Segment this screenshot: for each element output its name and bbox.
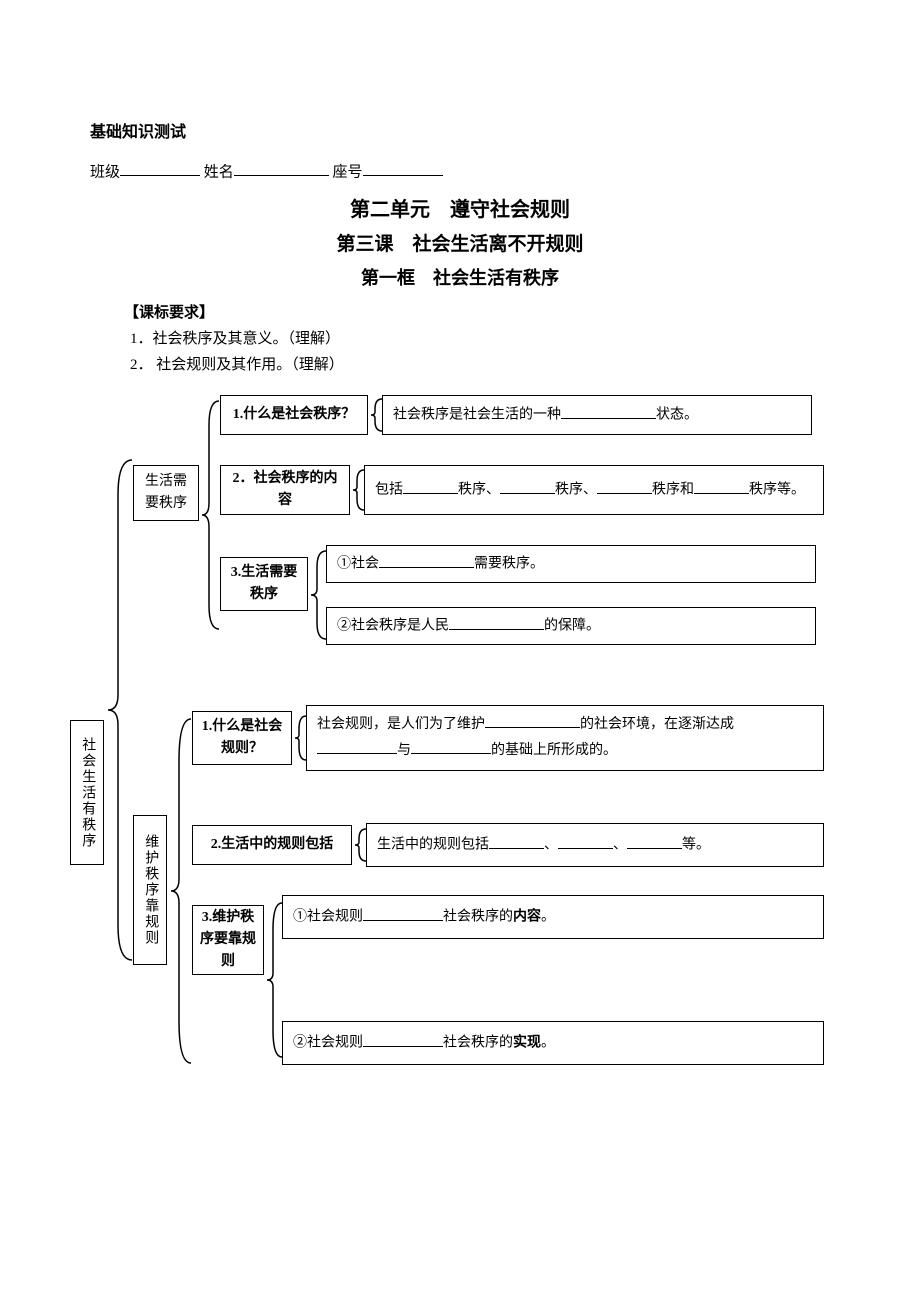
test-title: 基础知识测试 — [90, 120, 830, 146]
s2-q3-a2a: ②社会规则 — [293, 1036, 363, 1051]
s2-q3-a1c: 内容 — [513, 910, 541, 925]
blank[interactable] — [363, 1031, 443, 1046]
unit-title: 第二单元 遵守社会规则 — [90, 194, 830, 226]
brace-s1-q3 — [308, 545, 326, 645]
s1-q1-b: 状态。 — [656, 408, 698, 423]
s2-q3-answer1: ①社会规则 社会秩序的内容。 — [282, 895, 824, 939]
section2-node: 维护秩序靠规则 — [133, 815, 167, 965]
s1-q3-a2b: 的保障。 — [544, 619, 600, 634]
blank[interactable] — [597, 478, 652, 493]
root-node: 社会生活有秩序 — [70, 720, 104, 865]
blank[interactable] — [627, 833, 682, 848]
requirement-item: 1．社会秩序及其意义。（理解） — [130, 327, 830, 351]
frame-title: 第一框 社会生活有秩序 — [90, 264, 830, 293]
lesson-title: 第三课 社会生活离不开规则 — [90, 230, 830, 260]
s1-q1-a: 社会秩序是社会生活的一种 — [393, 408, 561, 423]
class-blank[interactable] — [120, 160, 200, 177]
brace-root — [104, 455, 132, 965]
blank[interactable] — [485, 712, 580, 727]
s2-q1-title-text: 1.什么是社会规则？ — [199, 716, 285, 761]
s2-q3-a1a: ①社会规则 — [293, 910, 363, 925]
s2-q1-a: 社会规则，是人们为了维护 — [317, 717, 485, 732]
blank[interactable] — [489, 833, 544, 848]
brace-section2 — [167, 711, 191, 1071]
s1-q1-answer: 社会秩序是社会生活的一种 状态。 — [382, 395, 812, 435]
s2-q2-title: 2.生活中的规则包括 — [192, 825, 352, 865]
name-label: 姓名 — [204, 164, 234, 180]
s2-q3-a2d: 。 — [541, 1036, 555, 1051]
root-label: 社会生活有秩序 — [76, 737, 98, 849]
s1-q2-c: 秩序、 — [555, 483, 597, 498]
s1-q1-title: 1.什么是社会秩序？ — [220, 395, 368, 435]
s1-q3-answer1: ①社会 需要秩序。 — [326, 545, 816, 583]
s2-q3-title: 3.维护秩序要靠规则 — [192, 905, 264, 975]
requirements-list: 1．社会秩序及其意义。（理解） 2． 社会规则及其作用。（理解） — [90, 327, 830, 377]
brace-s2-q2 — [352, 825, 366, 865]
s2-q3-title-text: 3.维护秩序要靠规则 — [199, 907, 257, 974]
s2-q2-c: 、 — [613, 838, 627, 853]
blank[interactable] — [403, 478, 458, 493]
s2-q2-b: 、 — [544, 838, 558, 853]
s1-q2-title-text: 2．社会秩序的内容 — [227, 468, 343, 513]
s2-q2-title-text: 2.生活中的规则包括 — [211, 834, 334, 856]
requirements-heading: 【课标要求】 — [90, 301, 830, 325]
s2-q3-a1d: 。 — [541, 910, 555, 925]
blank[interactable] — [379, 552, 474, 567]
blank[interactable] — [363, 905, 443, 920]
s1-q3-title-text: 3.生活需要秩序 — [227, 562, 301, 607]
s2-q3-a1b: 社会秩序的 — [443, 910, 513, 925]
brace-s1-q2 — [350, 465, 364, 515]
name-blank[interactable] — [234, 160, 329, 177]
section1-node: 生活需要秩序 — [133, 465, 199, 521]
blank[interactable] — [558, 833, 613, 848]
s1-q1-title-text: 1.什么是社会秩序？ — [233, 404, 356, 426]
section2-label: 维护秩序靠规则 — [139, 834, 161, 946]
s2-q1-b: 的社会环境，在逐渐达成 — [580, 717, 734, 732]
s2-q3-a2c: 实现 — [513, 1036, 541, 1051]
s2-q1-c: 与 — [397, 743, 411, 758]
brace-s2-q3 — [264, 895, 282, 1065]
brace-s1-q1 — [368, 395, 382, 435]
s1-q3-title: 3.生活需要秩序 — [220, 557, 308, 611]
s1-q3-answer2: ②社会秩序是人民 的保障。 — [326, 607, 816, 645]
blank[interactable] — [561, 403, 656, 418]
brace-section1 — [199, 395, 219, 635]
s1-q3-a1b: 需要秩序。 — [474, 557, 544, 572]
brace-s2-q1 — [292, 711, 306, 765]
blank[interactable] — [317, 739, 397, 754]
s1-q2-b: 秩序、 — [458, 483, 500, 498]
s1-q2-a: 包括 — [375, 483, 403, 498]
blank[interactable] — [411, 739, 491, 754]
s1-q3-a1a: ①社会 — [337, 557, 379, 572]
s2-q1-title: 1.什么是社会规则？ — [192, 711, 292, 765]
class-label: 班级 — [90, 164, 120, 180]
concept-diagram: 社会生活有秩序 生活需要秩序 1.什么是社会秩序？ 社会秩序是社会生活的一种 状态… — [70, 395, 830, 1115]
s1-q2-e: 秩序等。 — [749, 483, 805, 498]
s2-q3-answer2: ②社会规则 社会秩序的实现。 — [282, 1021, 824, 1065]
s2-q1-answer: 社会规则，是人们为了维护 的社会环境，在逐渐达成 与 的基础上所形成的。 — [306, 705, 824, 771]
requirement-item: 2． 社会规则及其作用。（理解） — [130, 353, 830, 377]
blank[interactable] — [500, 478, 555, 493]
student-info-line: 班级 姓名 座号 — [90, 160, 830, 185]
s2-q2-a: 生活中的规则包括 — [377, 838, 489, 853]
blank[interactable] — [694, 478, 749, 493]
blank[interactable] — [449, 614, 544, 629]
s1-q3-a2a: ②社会秩序是人民 — [337, 619, 449, 634]
seat-blank[interactable] — [363, 160, 443, 177]
seat-label: 座号 — [333, 164, 363, 180]
s2-q2-d: 等。 — [682, 838, 710, 853]
s1-q2-answer: 包括 秩序、 秩序、 秩序和 秩序等。 — [364, 465, 824, 515]
s2-q2-answer: 生活中的规则包括 、 、 等。 — [366, 823, 824, 867]
s2-q3-a2b: 社会秩序的 — [443, 1036, 513, 1051]
s1-q2-d: 秩序和 — [652, 483, 694, 498]
s1-q2-title: 2．社会秩序的内容 — [220, 465, 350, 515]
s2-q1-d: 的基础上所形成的。 — [491, 743, 617, 758]
section1-label: 生活需要秩序 — [140, 471, 192, 516]
